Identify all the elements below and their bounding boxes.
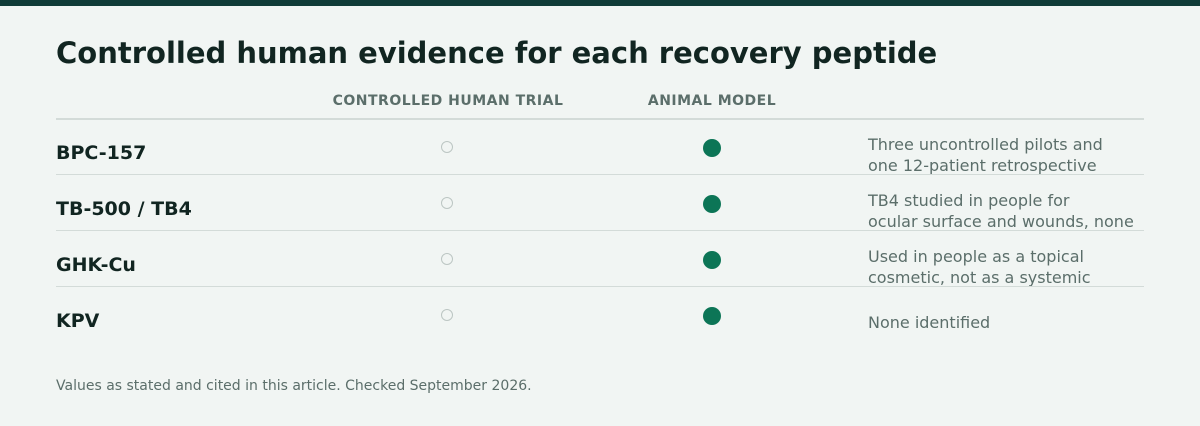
evidence-note-line: cosmetic, not as a systemic (868, 268, 1091, 287)
footnote: Values as stated and cited in this artic… (56, 378, 532, 394)
evidence-note: None identified (868, 312, 990, 333)
column-header-controlled-human-trial: CONTROLLED HUMAN TRIAL (332, 93, 564, 109)
row-divider (56, 286, 1144, 287)
controlled-trial-empty-circle-icon (441, 253, 453, 265)
row-divider (56, 174, 1144, 175)
page-title: Controlled human evidence for each recov… (56, 36, 938, 70)
top-accent-bar (0, 0, 1200, 6)
evidence-note: TB4 studied in people for ocular surface… (868, 190, 1134, 232)
column-header-animal-model: ANIMAL MODEL (647, 93, 777, 109)
peptide-name: TB-500 / TB4 (56, 198, 192, 220)
table-row-kpv: KPV None identified (0, 292, 1200, 348)
controlled-trial-empty-circle-icon (441, 309, 453, 321)
header-divider (56, 118, 1144, 120)
animal-model-filled-circle-icon (703, 139, 721, 157)
table-row-bpc-157: BPC-157 Three uncontrolled pilots and on… (0, 124, 1200, 180)
peptide-name: GHK-Cu (56, 254, 136, 276)
table-row-ghk-cu: GHK-Cu Used in people as a topical cosme… (0, 236, 1200, 292)
evidence-note: Used in people as a topical cosmetic, no… (868, 246, 1091, 288)
row-divider (56, 230, 1144, 231)
evidence-note-line: None identified (868, 313, 991, 332)
table-row-tb-500: TB-500 / TB4 TB4 studied in people for o… (0, 180, 1200, 236)
animal-model-filled-circle-icon (703, 307, 721, 325)
evidence-note-line: Used in people as a topical (868, 247, 1084, 266)
animal-model-filled-circle-icon (703, 195, 721, 213)
evidence-note-line: Three uncontrolled pilots and (868, 135, 1103, 154)
evidence-note: Three uncontrolled pilots and one 12-pat… (868, 134, 1103, 176)
peptide-name: BPC-157 (56, 142, 147, 164)
peptide-name: KPV (56, 310, 100, 332)
evidence-note-line: TB4 studied in people for (868, 191, 1070, 210)
animal-model-filled-circle-icon (703, 251, 721, 269)
evidence-note-line: one 12-patient retrospective (868, 156, 1097, 175)
evidence-note-line: ocular surface and wounds, none (868, 212, 1134, 231)
controlled-trial-empty-circle-icon (441, 141, 453, 153)
controlled-trial-empty-circle-icon (441, 197, 453, 209)
